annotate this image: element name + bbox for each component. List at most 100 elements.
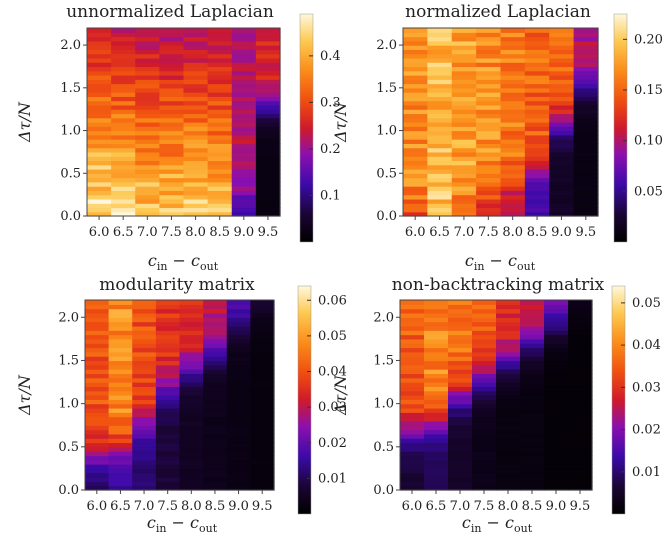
heatmap-cell — [403, 164, 428, 170]
heatmap-cell — [132, 330, 157, 336]
heatmap-cell — [400, 343, 425, 349]
heatmap-cell — [255, 87, 281, 93]
heatmap-cell — [520, 416, 545, 422]
heatmap-cell — [87, 28, 112, 33]
heatmap-cell — [159, 164, 185, 170]
heatmap-cell — [111, 203, 136, 209]
heatmap-cell — [179, 312, 204, 318]
colorbar-tick-label: 0.10 — [634, 134, 663, 149]
heatmap-cell — [524, 203, 550, 209]
heatmap-cell — [500, 169, 526, 174]
heatmap-cell — [155, 481, 181, 487]
heatmap-cell — [111, 104, 136, 110]
heatmap-cell — [403, 134, 428, 140]
heatmap-cell — [203, 334, 228, 340]
heatmap-cell — [544, 395, 569, 400]
heatmap-cell — [549, 134, 575, 140]
heatmap-cell — [255, 181, 281, 187]
heatmap-cell — [135, 156, 160, 162]
heatmap-cell — [183, 181, 209, 187]
heatmap-cell — [183, 62, 209, 68]
heatmap-cell — [231, 130, 257, 136]
x-tick-label: 7.0 — [454, 225, 475, 240]
colorbar-tick-label: 0.02 — [632, 423, 661, 438]
heatmap-cell — [500, 151, 526, 157]
heatmap-cell — [573, 203, 599, 209]
heatmap-cell — [226, 464, 251, 470]
heatmap-cell — [231, 87, 257, 93]
y-tick-label: 1.0 — [60, 124, 81, 139]
heatmap-cell — [179, 403, 204, 409]
heatmap-cell — [87, 207, 112, 213]
heatmap-cell — [427, 70, 453, 76]
heatmap-cell — [476, 53, 502, 59]
x-tick-label: 7.5 — [161, 225, 182, 240]
heatmap-cell — [183, 156, 209, 162]
heatmap-cell — [544, 472, 569, 478]
heatmap-cell — [183, 139, 209, 144]
heatmap-cell — [159, 169, 185, 174]
heatmap-cell — [524, 75, 550, 80]
heatmap-cell — [179, 338, 204, 344]
heatmap-cell — [400, 481, 425, 487]
heatmap-cell — [250, 481, 275, 487]
heatmap-cell — [250, 321, 275, 327]
heatmap-cell — [568, 347, 593, 353]
heatmap-cell — [159, 173, 185, 179]
heatmap-cell — [427, 57, 453, 63]
heatmap-cell — [87, 164, 112, 170]
heatmap-cell — [476, 122, 502, 127]
heatmap-cell — [573, 87, 599, 93]
heatmap-cell — [549, 53, 575, 59]
heatmap-cell — [203, 304, 228, 310]
heatmap-cell — [451, 134, 477, 140]
heatmap-cell — [403, 53, 428, 59]
heatmap-cell — [427, 53, 453, 59]
heatmap-cell — [476, 87, 502, 93]
heatmap-cell — [87, 57, 112, 63]
heatmap-cell — [451, 83, 477, 89]
heatmap-cell — [159, 203, 185, 209]
plot-frame — [402, 27, 599, 217]
heatmap-cell — [476, 156, 502, 162]
heatmap-cell — [226, 312, 251, 318]
heatmap-cell — [448, 382, 473, 387]
heatmap-cell — [568, 382, 593, 387]
heatmap-cell — [183, 113, 209, 119]
heatmap-cell — [500, 190, 526, 196]
heatmap-cell — [424, 382, 449, 387]
heatmap-cell — [472, 455, 497, 461]
heatmap-cell — [203, 325, 228, 331]
heatmap-cell — [472, 429, 497, 435]
heatmap-cell — [476, 190, 502, 196]
heatmap-cell — [87, 198, 112, 204]
heatmap-cell — [207, 113, 233, 119]
heatmap-cell — [203, 481, 228, 487]
heatmap-cell — [549, 79, 575, 85]
heatmap-cell — [496, 347, 521, 353]
y-axis-label: Δτ/N — [331, 374, 350, 416]
heatmap-cell — [183, 75, 209, 80]
heatmap-cell — [524, 53, 550, 59]
heatmap-cell — [155, 325, 181, 331]
heatmap-cell — [573, 198, 599, 204]
heatmap-cell — [568, 395, 593, 400]
heatmap-cell — [427, 156, 453, 162]
heatmap-cell — [135, 36, 160, 42]
heatmap-cell — [250, 425, 275, 431]
heatmap-cell — [520, 356, 545, 362]
heatmap-cell — [549, 211, 575, 217]
heatmap-cell — [155, 373, 181, 379]
heatmap-cell — [135, 113, 160, 119]
x-tick-label: 8.0 — [502, 225, 523, 240]
heatmap-cell — [108, 351, 133, 357]
heatmap-cell — [549, 75, 575, 80]
heatmap-cell — [255, 122, 281, 127]
heatmap-cell — [472, 308, 497, 314]
heatmap-cell — [135, 92, 160, 97]
heatmap-cell — [250, 382, 275, 387]
heatmap-cell — [203, 451, 228, 457]
heatmap-cell — [183, 126, 209, 132]
heatmap-cell — [403, 173, 428, 179]
heatmap-cell — [403, 194, 428, 200]
